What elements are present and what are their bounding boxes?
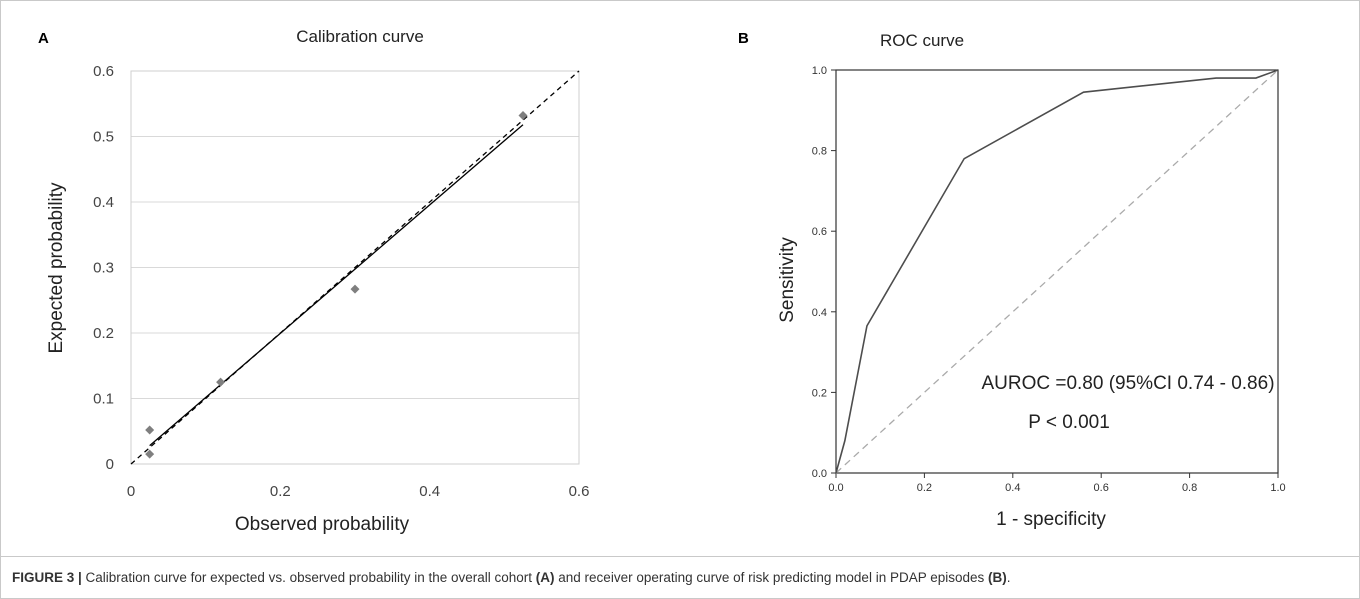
panel-a-y-ticks: 0 0.1 0.2 0.3 0.4 0.5 0.6 [93,63,114,473]
caption-text-3: . [1006,570,1011,585]
panel-b-y-ticks: 0.0 0.2 0.4 0.6 0.8 1.0 [812,65,836,480]
panel-b-y-tick-label: 0.0 [812,468,827,480]
panel-b-title: ROC curve [880,31,964,50]
panel-b-x-tick-label: 0.0 [828,482,843,494]
panel-a-x-tick-label: 0.4 [419,483,440,500]
panel-a-y-tick-label: 0.3 [93,260,114,277]
caption-label: FIGURE 3 | [12,570,82,585]
panel-b-y-axis-label: Sensitivity [777,237,798,323]
panel-a-letter: A [38,30,49,47]
panel-b-x-tick-label: 0.8 [1182,482,1197,494]
caption-divider [0,556,1360,557]
panel-b-roc-curve [835,69,1279,474]
panel-b-annotation-auroc: AUROC =0.80 (95%CI 0.74 - 0.86) [981,373,1274,394]
panel-a-y-tick-label: 0.2 [93,325,114,342]
panel-a-y-tick-label: 0.1 [93,391,114,408]
panel-a-x-tick-label: 0.2 [270,483,291,500]
panel-b-x-ticks: 0.0 0.2 0.4 0.6 0.8 1.0 [828,473,1286,494]
panel-a-points [145,111,528,459]
panel-b-annotation-p: P < 0.001 [1028,412,1110,433]
panel-b-letter: B [738,30,749,47]
panel-a-y-tick-label: 0.4 [93,194,114,211]
panel-a-title: Calibration curve [296,27,424,46]
panel-a-x-tick-label: 0 [127,483,135,500]
panel-a-y-tick-label: 0 [106,456,114,473]
panel-a-y-tick-label: 0.6 [93,63,114,80]
panel-b-y-tick-label: 0.6 [812,226,827,238]
panel-b-x-tick-label: 0.2 [917,482,932,494]
panel-b-x-axis-label: 1 - specificity [996,509,1106,530]
panel-a-data-point [145,425,155,435]
panel-a-reference-line [130,70,580,465]
panel-a-data-point [350,284,360,294]
panel-b-y-tick-label: 0.8 [812,146,827,158]
panel-b-reference-line [835,69,1279,474]
panel-a-data-point [518,111,528,121]
panel-b-y-tick-label: 0.4 [812,307,827,319]
panel-a-y-axis-label: Expected probability [46,182,67,354]
panel-a-x-tick-label: 0.6 [569,483,590,500]
figure-caption: FIGURE 3 | Calibration curve for expecte… [12,570,1352,585]
panel-a-fit-line [149,124,524,447]
panel-b-plot-border [835,69,1279,474]
panel-b-x-tick-label: 0.6 [1094,482,1109,494]
panel-b-x-tick-label: 0.4 [1005,482,1020,494]
panel-a-x-ticks: 0 0.2 0.4 0.6 [127,483,590,500]
caption-ref-b: (B) [988,570,1007,585]
caption-ref-a: (A) [535,570,555,585]
panel-a-plot-border [130,70,580,465]
panel-b-x-tick-label: 1.0 [1270,482,1285,494]
panel-b-y-tick-label: 1.0 [812,65,827,77]
panel-a-x-axis-label: Observed probability [235,514,410,535]
caption-text-2: and receiver operating curve of risk pre… [554,570,989,585]
panel-a-y-tick-label: 0.5 [93,129,114,146]
panel-a-data-point [216,377,226,387]
caption-text-1: Calibration curve for expected vs. obser… [81,570,536,585]
panel-a-data-point [145,449,155,459]
figure-charts: A Calibration curve 00.10.20.30.40.50.6 … [38,27,1286,535]
panel-b-y-tick-label: 0.2 [812,387,827,399]
